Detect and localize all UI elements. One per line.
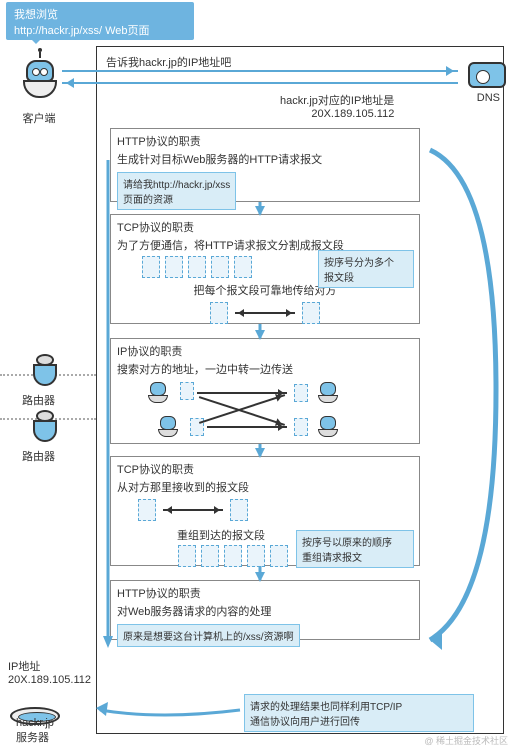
router-icon	[30, 354, 60, 390]
network-arrow	[199, 396, 285, 425]
ip-title: IP协议的职责	[117, 343, 413, 359]
segment-icon	[138, 499, 156, 521]
tcp-send-note: 按序号分为多个 报文段	[318, 250, 414, 288]
server-ip-label: IP地址 20X.189.105.112	[8, 658, 91, 686]
segment-icon	[211, 256, 229, 278]
ip-sub: 搜索对方的地址，一边中转一边传送	[117, 361, 413, 377]
watermark: @ 稀土掘金技术社区	[424, 734, 508, 747]
segment-icon	[294, 418, 308, 436]
segment-icon	[247, 545, 265, 567]
segment-icon	[180, 382, 194, 400]
http-send-note: 请给我http://hackr.jp/xss 页面的资源	[117, 172, 236, 210]
dns-request-text: 告诉我hackr.jp的IP地址吧	[106, 54, 231, 70]
dns-response-arrow	[62, 82, 458, 84]
segment-icon	[270, 545, 288, 567]
bottom-return-note: 请求的处理结果也同样利用TCP/IP 通信协议向用户进行回传	[244, 694, 474, 732]
relay-robot-icon	[317, 416, 339, 438]
tcp-send-title: TCP协议的职责	[117, 219, 413, 235]
bidirectional-arrow-icon	[163, 509, 223, 511]
tcp-recv-note: 按序号以原来的顺序 重组请求报文	[296, 530, 414, 568]
client-label: 客户端	[14, 110, 64, 126]
segment-icon	[188, 256, 206, 278]
client-thought-bubble: 我想浏览 http://hackr.jp/xss/ Web页面	[6, 2, 194, 40]
http-send-title: HTTP协议的职责	[117, 133, 413, 149]
router-icon	[30, 410, 60, 446]
segment-icon	[234, 256, 252, 278]
segment-icon	[142, 256, 160, 278]
router-label-1: 路由器	[22, 392, 55, 408]
http-send-box: HTTP协议的职责 生成针对目标Web服务器的HTTP请求报文 请给我http:…	[110, 128, 420, 202]
relay-robot-icon	[147, 382, 169, 404]
server-label: hackr.jp 服务器	[16, 717, 54, 745]
http-recv-box: HTTP协议的职责 对Web服务器请求的内容的处理 原来是想要这台计算机上的/x…	[110, 580, 420, 640]
segment-icon	[224, 545, 242, 567]
http-send-sub: 生成针对目标Web服务器的HTTP请求报文	[117, 151, 413, 167]
router-label-2: 路由器	[22, 448, 55, 464]
bidirectional-arrow-icon	[235, 312, 295, 314]
tcp-recv-sub: 从对方那里接收到的报文段	[117, 479, 413, 495]
segment-icon	[201, 545, 219, 567]
thought-line2: http://hackr.jp/xss/ Web页面	[14, 22, 186, 38]
http-recv-title: HTTP协议的职责	[117, 585, 413, 601]
dns-server-icon	[468, 62, 506, 88]
dns-label: DNS	[477, 92, 500, 104]
dns-request-arrow	[62, 70, 458, 72]
relay-robot-icon	[317, 382, 339, 404]
ip-layer-box: IP协议的职责 搜索对方的地址，一边中转一边传送	[110, 338, 420, 444]
segment-icon	[230, 499, 248, 521]
network-arrow	[197, 392, 287, 394]
thought-line1: 我想浏览	[14, 6, 186, 22]
relay-robot-icon	[157, 416, 179, 438]
segment-icon	[294, 384, 308, 402]
client-robot-icon	[18, 60, 62, 104]
tcp-recv-title: TCP协议的职责	[117, 461, 413, 477]
segment-icon	[302, 302, 320, 324]
segment-icon	[178, 545, 196, 567]
segment-icon	[165, 256, 183, 278]
dns-response-text: hackr.jp对应的IP地址是 20X.189.105.112	[280, 92, 394, 120]
http-recv-sub: 对Web服务器请求的内容的处理	[117, 603, 413, 619]
segment-icon	[210, 302, 228, 324]
http-recv-note: 原来是想要这台计算机上的/xss/资源啊	[117, 624, 300, 647]
